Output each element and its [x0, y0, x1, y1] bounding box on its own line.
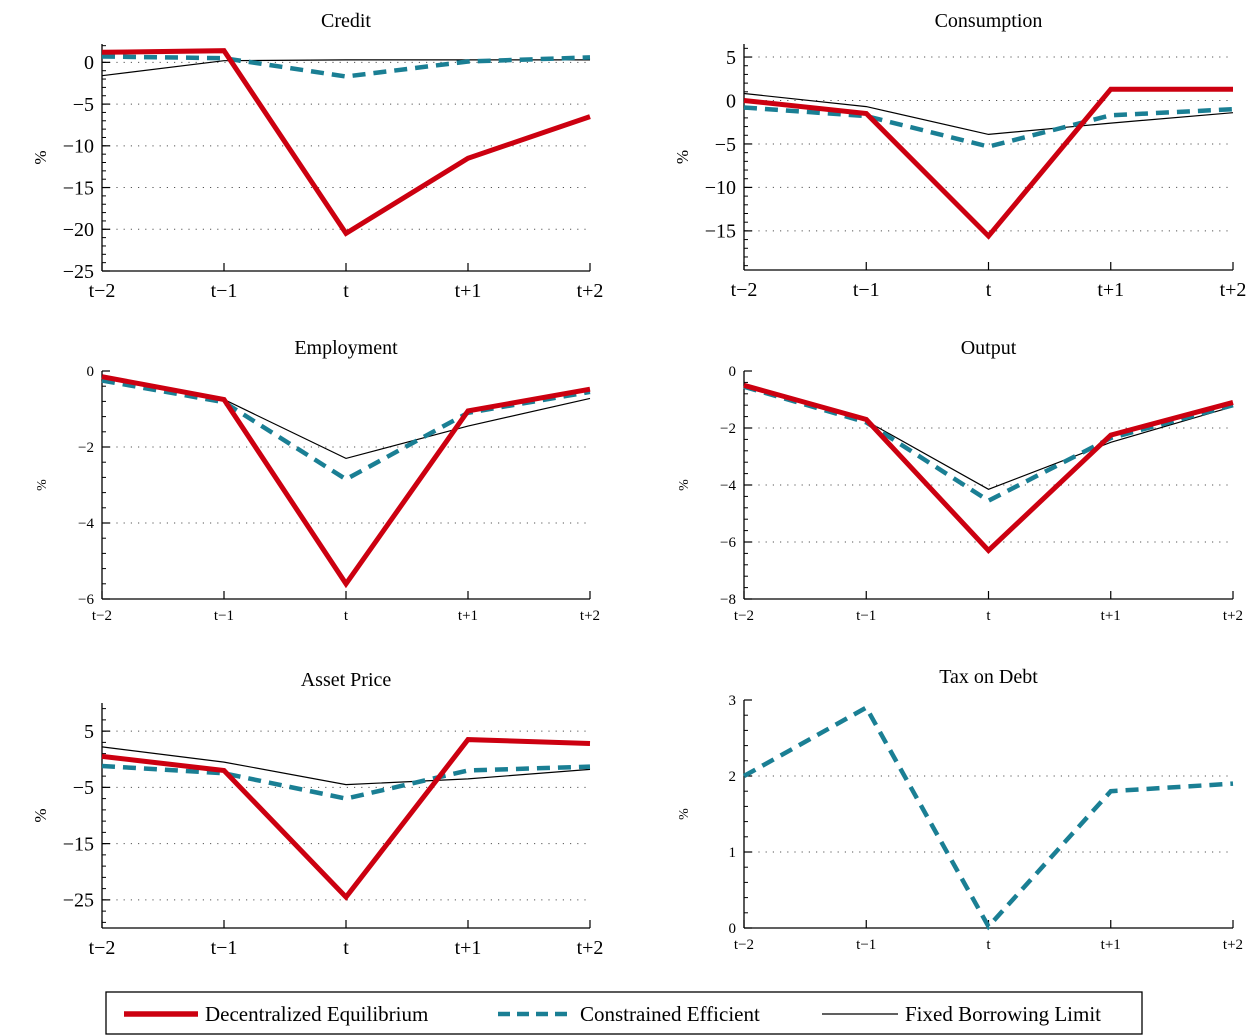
y-tick-label: −2: [720, 421, 736, 437]
y-tick-label: −5: [715, 134, 736, 156]
series-line-decentralized: [743, 382, 1234, 555]
x-tick-label: t+2: [1223, 608, 1243, 624]
legend-label-decentralized: Decentralized Equilibrium: [205, 1002, 428, 1026]
y-tick-label: −15: [63, 833, 94, 855]
chart-panels: Credit%0−5−10−15−20−25t−2 t−1 t t+1 t+2Consu…: [31, 10, 1246, 959]
x-tick-label: t−2: [92, 608, 112, 624]
chart-title: Credit: [321, 10, 371, 32]
series-line-constrained: [742, 704, 1234, 931]
y-tick-label: −4: [720, 478, 736, 494]
y-tick-label: 0: [729, 364, 737, 380]
chart-title: Tax on Debt: [939, 666, 1038, 688]
y-tick-label: −15: [63, 177, 94, 199]
x-tick-label: t: [343, 937, 349, 959]
x-tick-label: t+1: [1101, 937, 1121, 953]
y-tick-label: −5: [73, 777, 94, 799]
x-tick-label: t+2: [580, 608, 600, 624]
y-tick-label: −25: [63, 261, 94, 283]
series-line-fixed: [743, 92, 1234, 136]
y-tick-label: −8: [720, 592, 736, 608]
x-tick-label: t−1: [214, 608, 234, 624]
series-line-decentralized: [743, 86, 1233, 240]
chart-title: Employment: [294, 337, 398, 359]
x-tick-label: t−2: [89, 280, 116, 302]
y-tick-label: −6: [720, 535, 736, 551]
y-tick-label: −4: [78, 516, 94, 532]
chart-title: Consumption: [935, 10, 1043, 32]
series-line-decentralized: [101, 48, 591, 237]
y-tick-label: −2: [78, 440, 94, 456]
x-tick-label: t−2: [734, 608, 754, 624]
x-tick-label: t+1: [1101, 608, 1121, 624]
x-tick-label: t−1: [853, 279, 880, 301]
x-tick-label: t+1: [458, 608, 478, 624]
chart-panel: Consumption% 5 0 −5 −10 −15 t−2 t−1 t t+1 t+2: [673, 10, 1246, 301]
legend-box: [105, 991, 1143, 1035]
legend-label-fixed: Fixed Borrowing Limit: [905, 1002, 1101, 1026]
chart-title: Output: [961, 337, 1017, 359]
y-tick-label: 2: [729, 769, 737, 785]
series-line-constrained: [101, 54, 591, 79]
x-tick-label: t: [343, 280, 349, 302]
chart-panel: Asset Price% 5 −5 −15 −25 t−2 t−1 t t+1 t+2: [31, 669, 603, 959]
y-tick-label: −20: [63, 219, 94, 241]
chart-panel: Credit% 0 −5 −10 −15 −20 −25t−2 t−1 t t+1 t+2: [31, 10, 603, 302]
y-tick-label: 3: [729, 693, 737, 709]
y-tick-label: 5: [726, 47, 736, 69]
x-tick-label: t+1: [455, 280, 482, 302]
y-tick-label: 0: [84, 52, 94, 74]
y-tick-label: −10: [705, 177, 736, 199]
chart-panel: Employment% 0 −2 −4 −6t−2 t−1 t t+1 t+2: [35, 337, 600, 624]
y-axis-label: %: [35, 479, 50, 491]
x-tick-label: t−1: [856, 608, 876, 624]
y-axis-label: %: [31, 150, 50, 164]
legend-label-constrained: Constrained Efficient: [580, 1002, 760, 1026]
y-tick-label: −6: [78, 592, 94, 608]
series-line-fixed: [101, 59, 590, 77]
y-tick-label: 1: [729, 845, 737, 861]
x-tick-label: t: [986, 608, 991, 624]
series-line-constrained: [743, 105, 1234, 149]
series-line-decentralized: [101, 374, 591, 589]
chart-panel: Tax on Debt% 3 2 1 0t−2 t−1 t t+1 t+2: [677, 666, 1243, 953]
series-line-decentralized: [101, 737, 591, 901]
series-line-fixed: [743, 384, 1234, 490]
x-tick-label: t−2: [731, 279, 758, 301]
chart-title: Asset Price: [301, 669, 392, 691]
chart-panel: Output% 0 −2 −4 −6 −8t−2 t−1 t t+1 t+2: [677, 337, 1243, 624]
x-tick-label: t+2: [1223, 937, 1243, 953]
y-tick-label: −5: [73, 94, 94, 116]
y-axis-label: %: [677, 479, 692, 491]
x-tick-label: t−1: [856, 937, 876, 953]
x-tick-label: t+2: [577, 937, 604, 959]
y-tick-label: −25: [63, 890, 94, 912]
x-tick-label: t: [986, 937, 991, 953]
y-tick-label: −15: [705, 221, 736, 243]
y-tick-label: −10: [63, 136, 94, 158]
series-line-constrained: [101, 763, 591, 801]
series-line-fixed: [101, 746, 591, 786]
y-tick-label: 0: [726, 90, 736, 112]
x-tick-label: t−2: [89, 937, 116, 959]
x-tick-label: t−1: [211, 280, 238, 302]
x-tick-label: t+2: [1220, 279, 1247, 301]
x-tick-label: t+1: [455, 937, 482, 959]
y-axis-label: %: [673, 150, 692, 164]
y-tick-label: 0: [87, 364, 95, 380]
x-tick-label: t−1: [211, 937, 238, 959]
y-tick-label: 5: [84, 721, 94, 743]
x-tick-label: t+1: [1097, 279, 1124, 301]
y-axis-label: %: [31, 808, 50, 822]
y-tick-label: 0: [729, 921, 737, 937]
x-tick-label: t: [344, 608, 349, 624]
x-tick-label: t: [986, 279, 992, 301]
x-tick-label: t−2: [734, 937, 754, 953]
legend: Decentralized Equilibrium Constrained Ef…: [105, 991, 1143, 1035]
x-tick-label: t+2: [577, 280, 604, 302]
series-line-constrained: [101, 378, 591, 482]
y-axis-label: %: [677, 808, 692, 820]
